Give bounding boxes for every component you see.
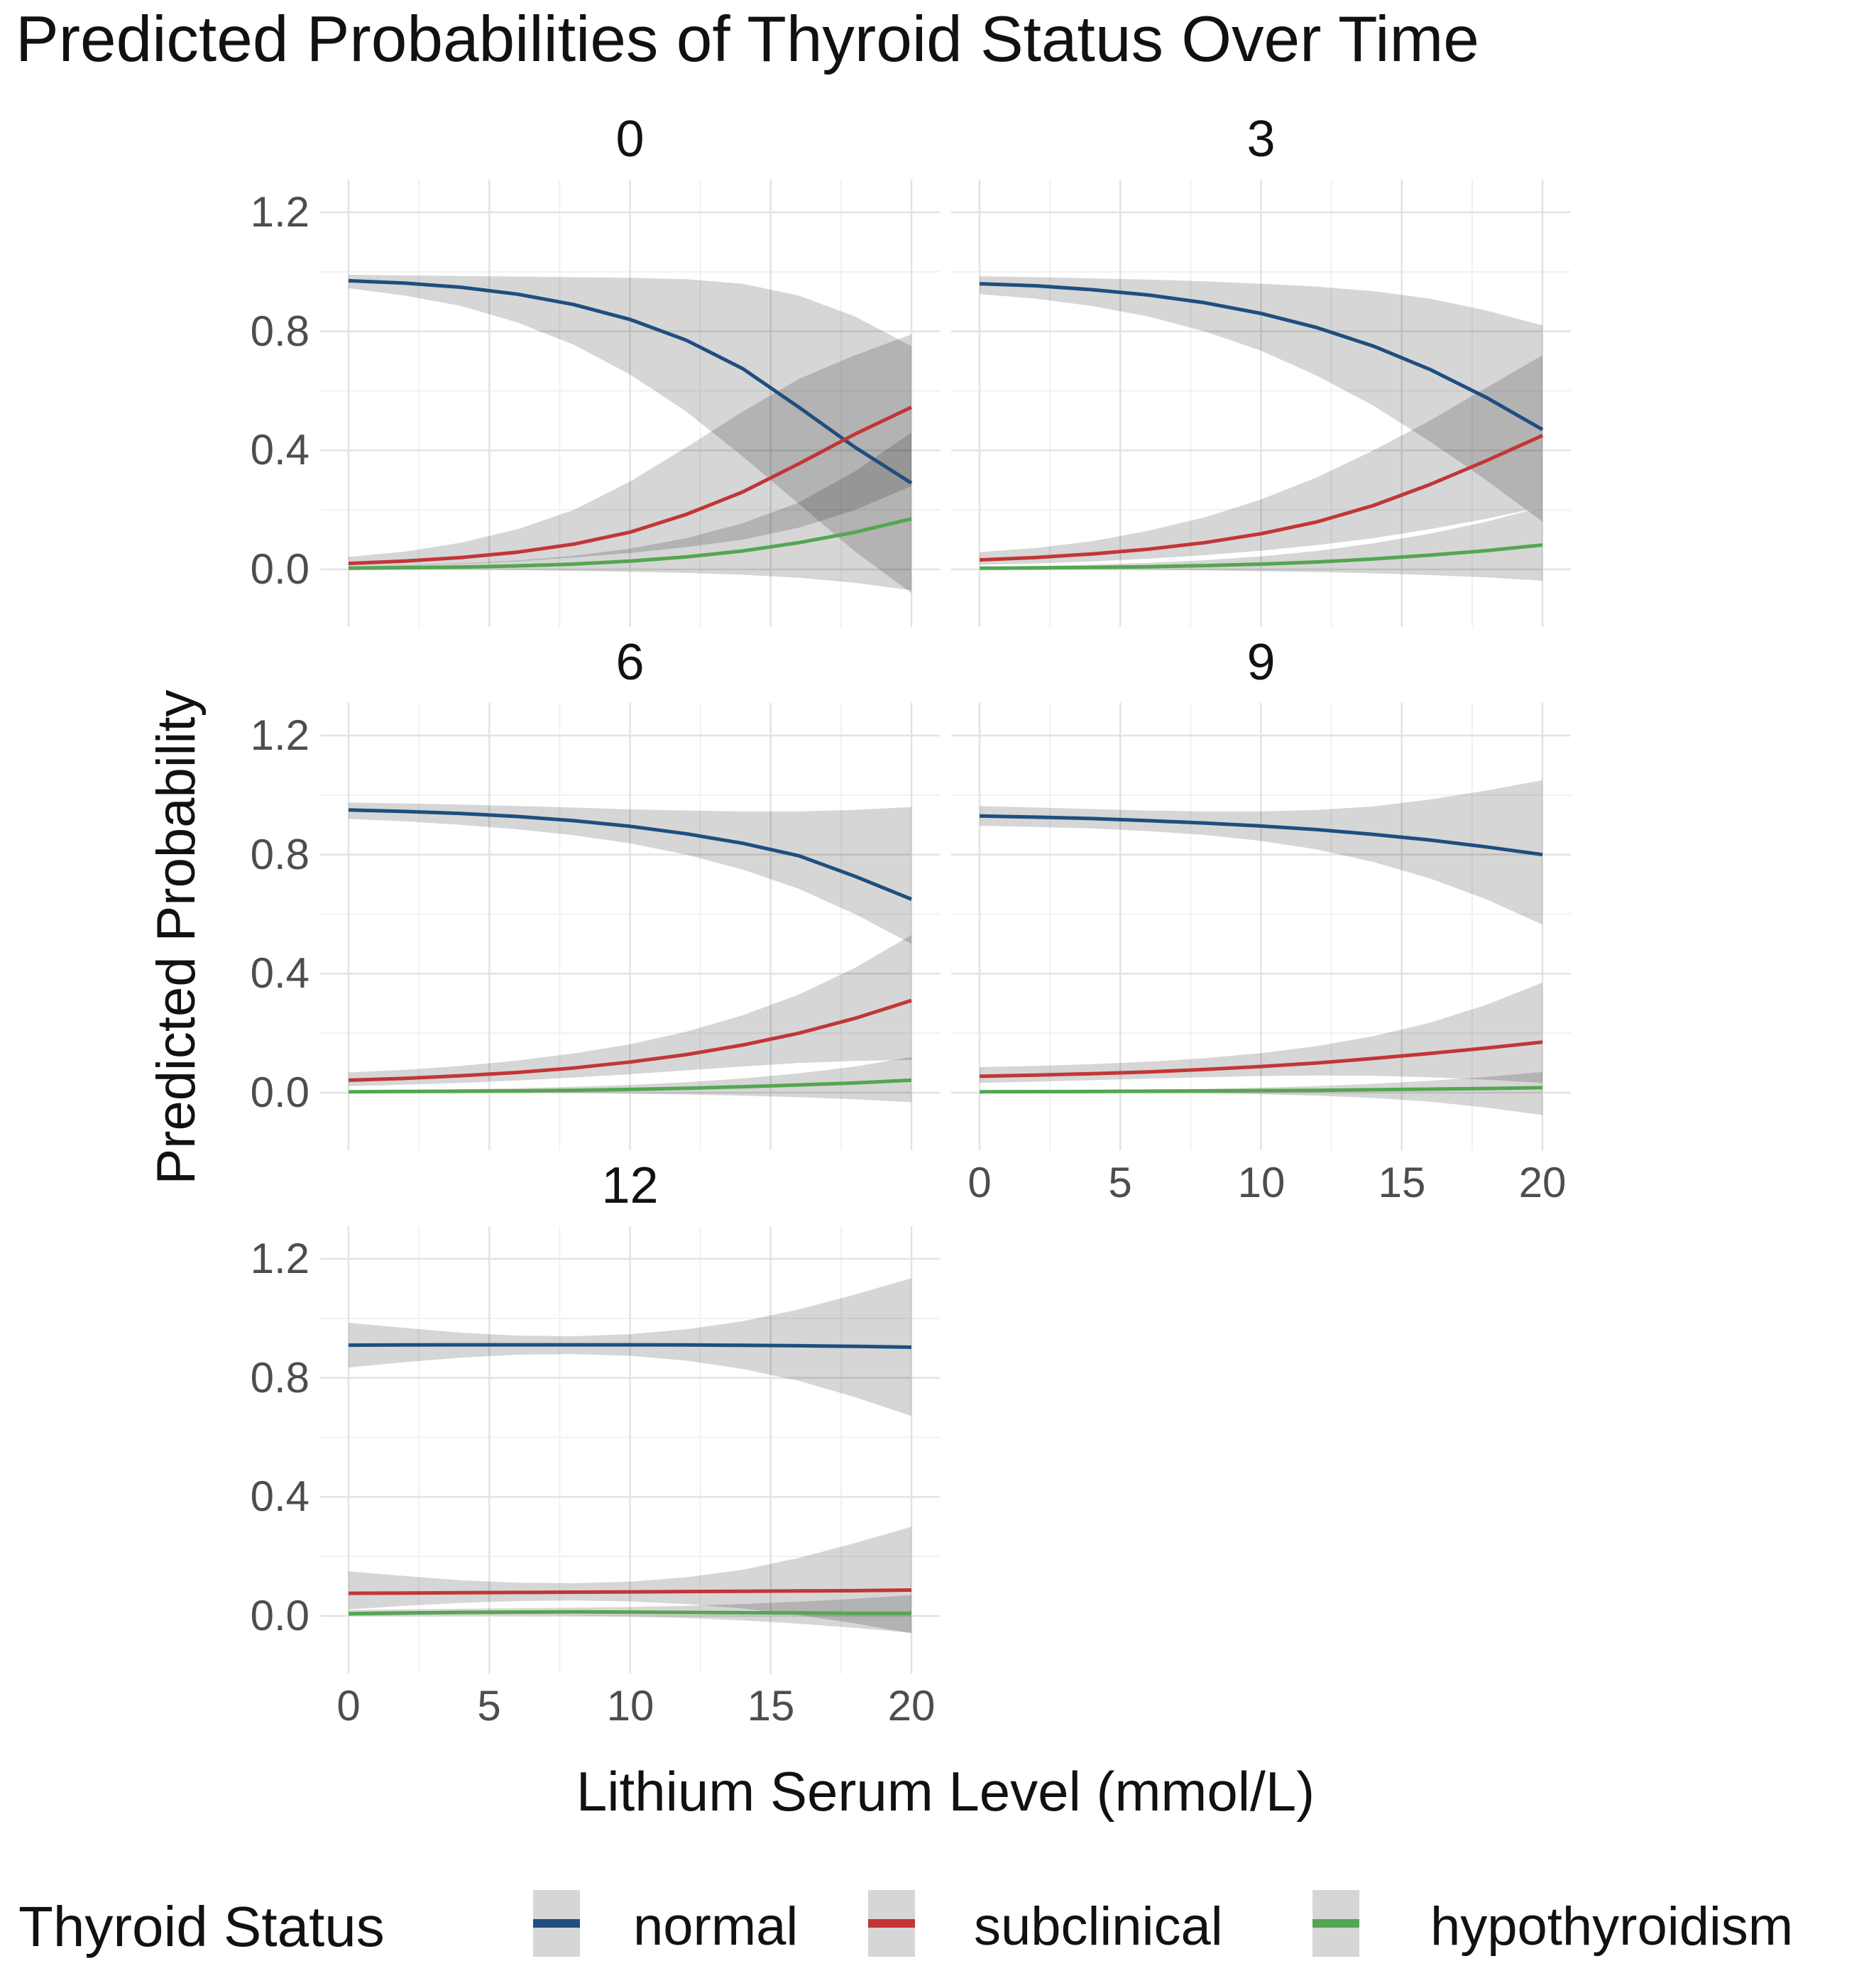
y-tick-label: 0.4 (250, 949, 309, 997)
y-tick-label: 0.0 (250, 545, 309, 593)
x-axis-title: Lithium Serum Level (mmol/L) (576, 1760, 1315, 1823)
facet-plot-month-3 (951, 180, 1571, 627)
x-tick-label: 10 (1237, 1159, 1286, 1206)
x-tick-label: 0 (336, 1682, 361, 1730)
chart-title: Predicted Probabilities of Thyroid Statu… (16, 4, 1479, 75)
hypothyroidism-line-swatch-icon (1312, 1919, 1359, 1928)
facet-plot-month-9 (951, 703, 1571, 1150)
x-tick-label: 5 (1108, 1159, 1132, 1206)
legend-label-hypothyroidism: hypothyroidism (1430, 1896, 1794, 1957)
facet-strip-label-9: 9 (1246, 634, 1276, 691)
y-tick-label: 0.8 (250, 1354, 309, 1402)
x-tick-label: 20 (887, 1682, 936, 1730)
y-tick-label: 0.4 (250, 1473, 309, 1520)
legend-key-hypothyroidism (1312, 1890, 1359, 1957)
subclinical-line-swatch-icon (868, 1919, 915, 1928)
x-tick-label: 10 (606, 1682, 654, 1730)
facet-panel-month-6 (320, 703, 940, 1150)
facet-strip-label-6: 6 (615, 634, 645, 691)
normal-line-swatch-icon (533, 1919, 580, 1928)
legend-title: Thyroid Status (18, 1895, 385, 1958)
x-tick-label: 15 (747, 1682, 795, 1730)
y-tick-label: 0.0 (250, 1069, 309, 1116)
facet-strip-label-0: 0 (615, 111, 645, 168)
facet-panel-month-0 (320, 180, 940, 627)
legend: Thyroid Status normal subclinical hypoth… (0, 1874, 1869, 1981)
y-tick-label: 0.8 (250, 307, 309, 355)
facet-plot-month-6 (320, 703, 940, 1150)
legend-key-subclinical (868, 1890, 915, 1957)
y-tick-label: 0.0 (250, 1592, 309, 1639)
legend-label-subclinical: subclinical (974, 1896, 1223, 1957)
legend-key-normal (533, 1890, 580, 1957)
x-tick-label: 15 (1378, 1159, 1426, 1206)
facet-panel-month-9 (951, 703, 1571, 1150)
y-tick-label: 0.8 (250, 831, 309, 878)
y-tick-label: 1.2 (250, 188, 309, 236)
facet-plot-month-12 (320, 1226, 940, 1673)
facet-strip-label-12: 12 (601, 1157, 659, 1214)
legend-label-normal: normal (633, 1896, 799, 1957)
y-tick-label: 1.2 (250, 711, 309, 759)
facet-plot-month-0 (320, 180, 940, 627)
y-tick-label: 1.2 (250, 1235, 309, 1282)
facet-panel-month-12 (320, 1226, 940, 1673)
x-tick-label: 0 (968, 1159, 992, 1206)
x-tick-label: 5 (477, 1682, 501, 1730)
x-tick-label: 20 (1518, 1159, 1567, 1206)
facet-panel-month-3 (951, 180, 1571, 627)
y-tick-label: 0.4 (250, 426, 309, 474)
facet-strip-label-3: 3 (1246, 111, 1276, 168)
